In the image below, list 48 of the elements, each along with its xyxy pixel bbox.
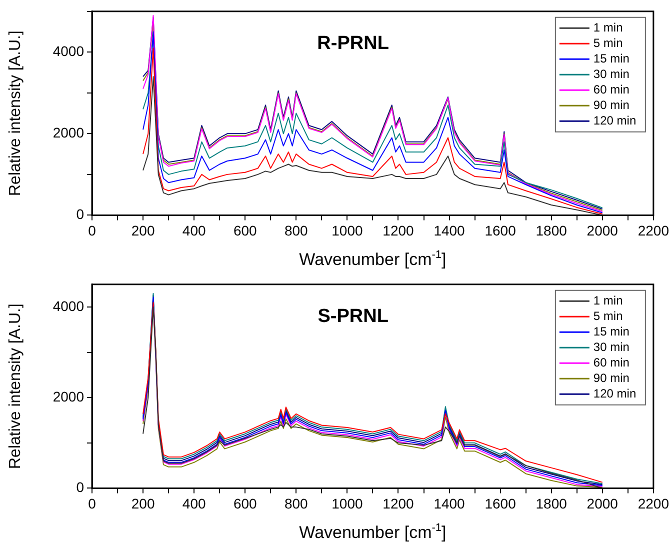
legend-label: 90 min xyxy=(593,370,630,385)
x-tick-label: 0 xyxy=(88,222,96,238)
x-tick-label: 400 xyxy=(182,495,206,512)
text: R-PRNL xyxy=(317,33,390,54)
x-tick-label: 2200 xyxy=(638,222,670,238)
y-tick-label: 2000 xyxy=(52,388,84,404)
x-tick-label: 800 xyxy=(284,222,308,238)
x-tick-label: 400 xyxy=(182,222,206,238)
x-tick-label: 1600 xyxy=(484,222,516,238)
y-axis-title: Relative intensity [A.U.] xyxy=(7,304,24,470)
y-tick-label: 0 xyxy=(76,479,84,496)
legend-label: 5 min xyxy=(593,308,623,323)
legend-label: 90 min xyxy=(593,98,630,112)
y-tick-label: 2000 xyxy=(52,124,84,141)
x-tick-label: 1600 xyxy=(484,495,516,512)
x-tick-label: 1400 xyxy=(434,222,466,238)
x-tick-label: 0 xyxy=(88,495,96,512)
legend-label: 1 min xyxy=(593,293,623,308)
legend-label: 120 min xyxy=(593,113,636,128)
x-tick-label: 1200 xyxy=(382,222,414,238)
legend-label: 30 min xyxy=(593,340,630,354)
y-tick-label: 4000 xyxy=(52,298,84,314)
legend-label: 15 min xyxy=(593,51,630,66)
x-tick-label: 1400 xyxy=(434,495,466,512)
x-tick-label: 600 xyxy=(233,495,258,512)
y-tick-label: 0 xyxy=(76,206,84,222)
x-tick-label: 1000 xyxy=(332,222,363,238)
x-tick-label: 1000 xyxy=(332,495,363,512)
legend-label: 1 min xyxy=(593,20,623,34)
x-tick-label: 600 xyxy=(233,222,258,238)
x-tick-label: 1800 xyxy=(536,495,568,512)
x-tick-label: 1800 xyxy=(536,222,568,238)
y-tick-label: 4000 xyxy=(52,43,84,60)
x-tick-label: 800 xyxy=(284,495,308,512)
text: S-PRNL xyxy=(318,306,389,328)
x-tick-label: 2200 xyxy=(638,495,670,512)
legend-label: 30 min xyxy=(593,66,630,81)
legend-label: 120 min xyxy=(593,386,636,400)
x-tick-label: 200 xyxy=(131,222,155,238)
legend-label: 5 min xyxy=(593,36,623,50)
legend-label: 60 min xyxy=(593,355,630,370)
legend-label: 60 min xyxy=(593,82,630,96)
legend-label: 15 min xyxy=(593,324,630,338)
x-tick-label: 2000 xyxy=(586,222,618,238)
x-tick-label: 200 xyxy=(131,495,155,512)
x-tick-label: 1200 xyxy=(382,495,414,512)
y-axis-title: Relative intensity [A.U.] xyxy=(7,30,24,196)
x-tick-label: 2000 xyxy=(586,495,618,512)
